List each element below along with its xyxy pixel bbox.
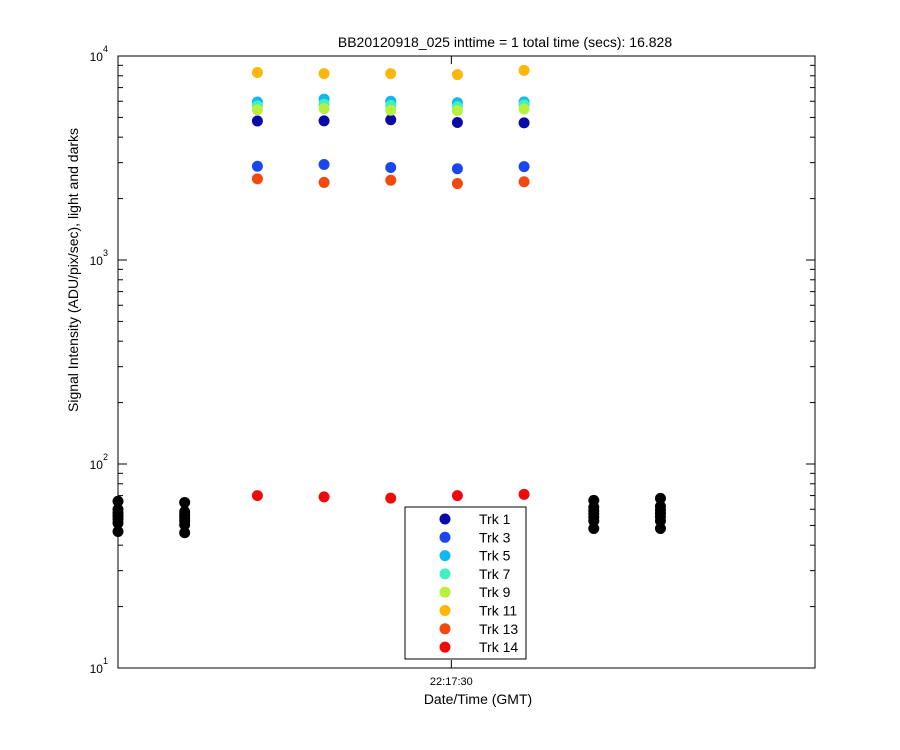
y-tick-exponent: 4 <box>103 44 108 54</box>
y-tick-label: 101 <box>90 656 108 676</box>
legend-label: Trk 9 <box>479 584 511 600</box>
axis-ticks <box>118 56 815 669</box>
data-point <box>518 117 530 129</box>
data-point <box>318 491 330 503</box>
chart-title: BB20120918_025 inttime = 1 total time (s… <box>338 34 672 50</box>
legend-label: Trk 1 <box>479 511 511 527</box>
data-points <box>251 64 530 504</box>
data-point <box>251 67 263 79</box>
y-tick-base: 10 <box>90 50 104 64</box>
dark-point <box>179 527 191 539</box>
data-point <box>518 64 530 76</box>
legend-marker <box>439 641 451 653</box>
y-tick-exponent: 3 <box>103 248 108 258</box>
data-point <box>518 103 530 115</box>
dark-point <box>588 494 600 506</box>
data-point <box>451 490 463 502</box>
y-tick-label: 103 <box>90 248 108 268</box>
dark-point <box>112 503 124 515</box>
data-point <box>251 115 263 127</box>
x-axis-label: Date/Time (GMT) <box>424 691 532 707</box>
y-tick-exponent: 1 <box>103 656 108 666</box>
legend-label: Trk 3 <box>479 529 511 545</box>
data-point <box>385 104 397 116</box>
y-tick-label: 102 <box>90 452 108 472</box>
data-point <box>251 104 263 116</box>
data-point <box>318 115 330 127</box>
legend-marker <box>439 586 451 598</box>
legend-marker <box>439 550 451 562</box>
data-point <box>318 176 330 188</box>
y-tick-base: 10 <box>90 458 104 472</box>
x-tick-label: 22:17:30 <box>430 676 473 688</box>
legend-marker <box>439 605 451 616</box>
legend-marker <box>439 531 451 543</box>
data-point <box>385 68 397 80</box>
dark-point <box>654 500 666 512</box>
legend-items: Trk 1 Trk 3 Trk 5 Trk 7 Trk 9 Trk 11 Trk 13 Trk… <box>439 511 518 655</box>
legend-marker <box>439 513 451 525</box>
y-tick-base: 10 <box>90 254 104 268</box>
dark-points <box>112 492 666 539</box>
legend-marker <box>439 568 451 580</box>
dark-point <box>112 525 124 537</box>
data-point <box>518 161 530 173</box>
y-axis-label: Signal Intensity (ADU/pix/sec), light an… <box>65 128 81 412</box>
data-point <box>385 492 397 504</box>
data-point <box>451 69 463 81</box>
data-point <box>451 178 463 190</box>
data-point <box>451 163 463 175</box>
y-tick-label: 104 <box>90 44 108 64</box>
legend-label: Trk 13 <box>479 621 518 637</box>
data-point <box>318 103 330 115</box>
data-point <box>318 68 330 80</box>
legend-label: Trk 5 <box>479 548 511 564</box>
dark-point <box>654 492 666 504</box>
dark-point <box>588 522 600 534</box>
legend-marker <box>439 623 451 635</box>
data-point <box>451 117 463 129</box>
dark-point <box>179 506 191 518</box>
data-point <box>385 114 397 126</box>
data-point <box>451 105 463 117</box>
legend: Trk 1 Trk 3 Trk 5 Trk 7 Trk 9 Trk 11 Trk 13 Trk… <box>404 506 527 660</box>
legend-label: Trk 11 <box>479 603 517 619</box>
data-point <box>251 160 263 172</box>
data-point <box>251 173 263 185</box>
legend-label: Trk 7 <box>479 566 511 582</box>
data-point <box>518 176 530 188</box>
data-point <box>385 174 397 186</box>
data-point <box>385 162 397 174</box>
dark-point <box>112 495 124 507</box>
data-point <box>251 490 263 502</box>
dark-point <box>654 522 666 534</box>
legend-label: Trk 14 <box>479 639 518 655</box>
y-tick-exponent: 2 <box>103 452 108 462</box>
data-point <box>518 488 530 500</box>
data-point <box>318 158 330 170</box>
y-tick-base: 10 <box>90 662 104 676</box>
dark-point <box>179 496 191 508</box>
legend-box <box>404 506 527 660</box>
